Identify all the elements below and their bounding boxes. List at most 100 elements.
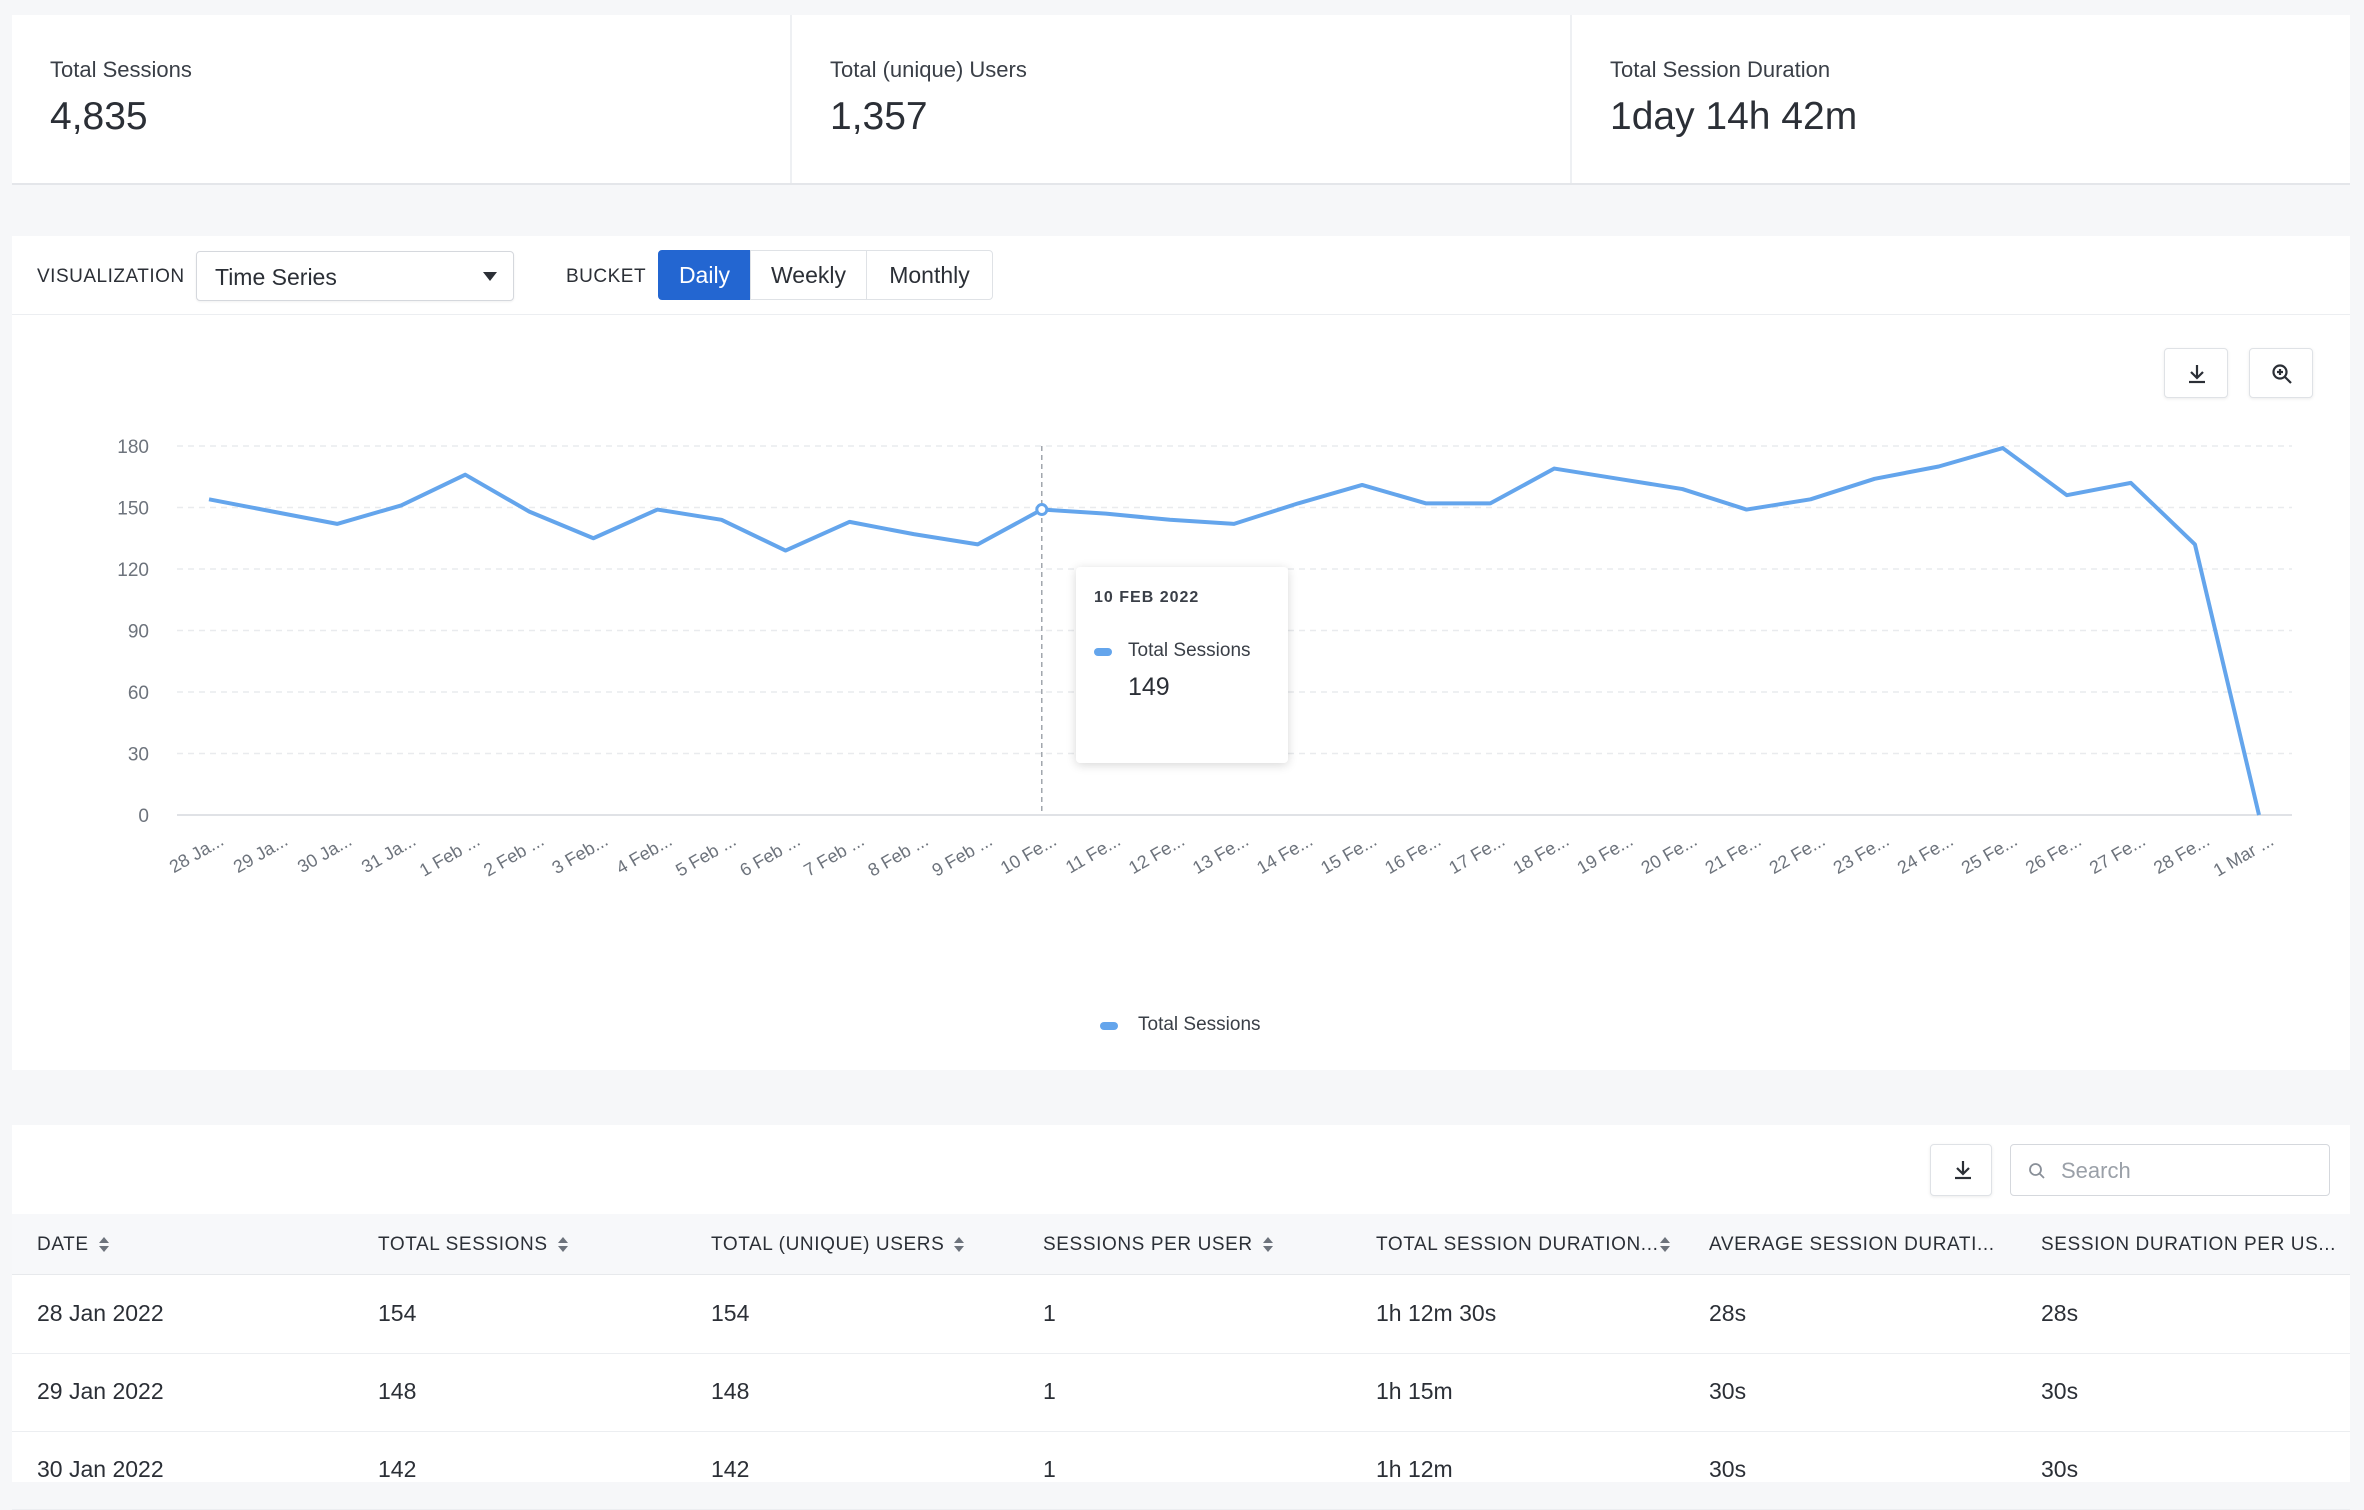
tooltip-series-name: Total Sessions: [1128, 640, 1251, 662]
x-tick-label: 15 Fe...: [1317, 830, 1380, 878]
cell-total-sessions: 148: [378, 1378, 416, 1405]
column-header-average-duration[interactable]: AVERAGE SESSION DURATI...: [1709, 1234, 1995, 1256]
kpi-value: 1,357: [830, 95, 928, 139]
x-tick-label: 25 Fe...: [1958, 830, 2021, 878]
cell-duration-per-user: 30s: [2041, 1378, 2078, 1405]
x-tick-label: 14 Fe...: [1253, 830, 1316, 878]
table-card: DATE TOTAL SESSIONS TOTAL (UNIQUE) USERS…: [12, 1125, 2350, 1482]
kpi-label: Total (unique) Users: [830, 57, 1027, 83]
cell-total-duration: 1h 12m 30s: [1376, 1300, 1496, 1327]
y-tick-label: 30: [128, 745, 149, 766]
x-tick-label: 7 Feb ...: [800, 830, 867, 880]
cell-duration-per-user: 28s: [2041, 1300, 2078, 1327]
column-header-label: SESSION DURATION PER US...: [2041, 1234, 2336, 1255]
chart-tooltip: 10 FEB 2022 Total Sessions 149: [1076, 567, 1288, 763]
cell-date: 30 Jan 2022: [37, 1456, 164, 1483]
tooltip-date: 10 FEB 2022: [1094, 589, 1199, 607]
column-header-unique-users[interactable]: TOTAL (UNIQUE) USERS: [711, 1234, 964, 1256]
x-tick-label: 8 Feb ...: [864, 830, 931, 880]
x-tick-label: 2 Feb ...: [480, 830, 547, 880]
legend-label: Total Sessions: [1138, 1014, 1261, 1036]
table-row[interactable]: 29 Jan 2022 148 148 1 1h 15m 30s 30s: [12, 1353, 2350, 1432]
x-tick-label: 23 Fe...: [1830, 830, 1893, 878]
kpi-value: 4,835: [50, 95, 148, 139]
sort-icon: [558, 1237, 568, 1253]
cell-date: 29 Jan 2022: [37, 1378, 164, 1405]
cell-duration-per-user: 30s: [2041, 1456, 2078, 1483]
table-header: DATE TOTAL SESSIONS TOTAL (UNIQUE) USERS…: [12, 1214, 2350, 1275]
x-tick-label: 28 Fe...: [2150, 830, 2213, 878]
search-input[interactable]: [2059, 1155, 2313, 1187]
kpi-total-sessions: Total Sessions 4,835: [12, 15, 792, 183]
tooltip-value: 149: [1128, 673, 1170, 702]
cell-sessions-per-user: 1: [1043, 1456, 1056, 1483]
search-icon: [2028, 1162, 2046, 1180]
column-header-label: SESSIONS PER USER: [1043, 1234, 1253, 1255]
y-tick-label: 0: [138, 806, 149, 827]
cell-unique-users: 142: [711, 1456, 749, 1483]
x-tick-label: 5 Feb ...: [672, 830, 739, 880]
x-tick-label: 1 Feb ...: [416, 830, 483, 880]
cell-date: 28 Jan 2022: [37, 1300, 164, 1327]
cell-total-sessions: 154: [378, 1300, 416, 1327]
x-tick-label: 18 Fe...: [1509, 830, 1572, 878]
x-tick-label: 9 Feb ...: [929, 830, 996, 880]
kpi-summary: Total Sessions 4,835 Total (unique) User…: [12, 15, 2350, 185]
x-tick-label: 3 Feb...: [549, 830, 612, 878]
cell-average-duration: 28s: [1709, 1300, 1746, 1327]
cell-total-sessions: 142: [378, 1456, 416, 1483]
kpi-total-duration: Total Session Duration 1day 14h 42m: [1572, 15, 2350, 183]
sort-icon: [99, 1237, 109, 1253]
sort-icon: [1660, 1237, 1670, 1253]
x-tick-label: 11 Fe...: [1062, 830, 1124, 877]
sort-icon: [954, 1237, 964, 1253]
table-row[interactable]: 28 Jan 2022 154 154 1 1h 12m 30s 28s 28s: [12, 1275, 2350, 1354]
column-header-label: TOTAL SESSION DURATION...: [1376, 1234, 1658, 1255]
x-tick-label: 16 Fe...: [1381, 830, 1444, 878]
data-point: [1037, 505, 1047, 515]
kpi-label: Total Session Duration: [1610, 57, 1830, 83]
x-tick-label: 26 Fe...: [2022, 830, 2085, 878]
column-header-duration-per-user[interactable]: SESSION DURATION PER US...: [2041, 1234, 2336, 1256]
x-tick-label: 24 Fe...: [1894, 830, 1957, 878]
column-header-label: TOTAL SESSIONS: [378, 1234, 548, 1255]
cell-total-duration: 1h 12m: [1376, 1456, 1453, 1483]
column-header-total-sessions[interactable]: TOTAL SESSIONS: [378, 1234, 568, 1256]
y-tick-label: 120: [117, 560, 149, 581]
x-tick-label: 13 Fe...: [1189, 830, 1252, 878]
table-row[interactable]: 30 Jan 2022 142 142 1 1h 12m 30s 30s: [12, 1431, 2350, 1510]
x-tick-label: 27 Fe...: [2086, 830, 2149, 878]
chart-card: VISUALIZATION Time Series BUCKET Daily W…: [12, 236, 2350, 1070]
x-tick-label: 1 Mar ...: [2210, 830, 2277, 880]
x-tick-label: 22 Fe...: [1766, 830, 1829, 878]
x-tick-label: 12 Fe...: [1125, 830, 1188, 878]
cell-unique-users: 148: [711, 1378, 749, 1405]
cell-average-duration: 30s: [1709, 1456, 1746, 1483]
y-tick-label: 180: [117, 437, 149, 458]
column-header-date[interactable]: DATE: [37, 1234, 109, 1256]
x-tick-label: 19 Fe...: [1574, 830, 1637, 878]
table-search[interactable]: [2010, 1144, 2330, 1196]
cell-sessions-per-user: 1: [1043, 1378, 1056, 1405]
column-header-label: AVERAGE SESSION DURATI...: [1709, 1234, 1995, 1255]
column-header-sessions-per-user[interactable]: SESSIONS PER USER: [1043, 1234, 1273, 1256]
x-tick-label: 30 Ja...: [294, 830, 355, 877]
x-tick-label: 10 Fe...: [997, 830, 1060, 878]
column-header-total-duration[interactable]: TOTAL SESSION DURATION...: [1376, 1234, 1670, 1256]
column-header-label: TOTAL (UNIQUE) USERS: [711, 1234, 944, 1255]
tooltip-series-swatch: [1094, 648, 1112, 656]
y-tick-label: 60: [128, 683, 149, 704]
x-tick-label: 20 Fe...: [1638, 830, 1701, 878]
cell-total-duration: 1h 15m: [1376, 1378, 1453, 1405]
table-download-button[interactable]: [1930, 1144, 1992, 1196]
sort-icon: [1263, 1237, 1273, 1253]
kpi-value: 1day 14h 42m: [1610, 95, 1857, 139]
y-tick-label: 90: [128, 622, 149, 643]
x-tick-label: 17 Fe...: [1445, 830, 1508, 878]
x-tick-label: 4 Feb...: [613, 830, 676, 878]
x-tick-label: 29 Ja...: [230, 830, 291, 877]
y-tick-label: 150: [117, 499, 149, 520]
x-tick-label: 21 Fe...: [1702, 830, 1765, 878]
kpi-label: Total Sessions: [50, 57, 192, 83]
x-tick-label: 31 Ja...: [358, 830, 419, 877]
